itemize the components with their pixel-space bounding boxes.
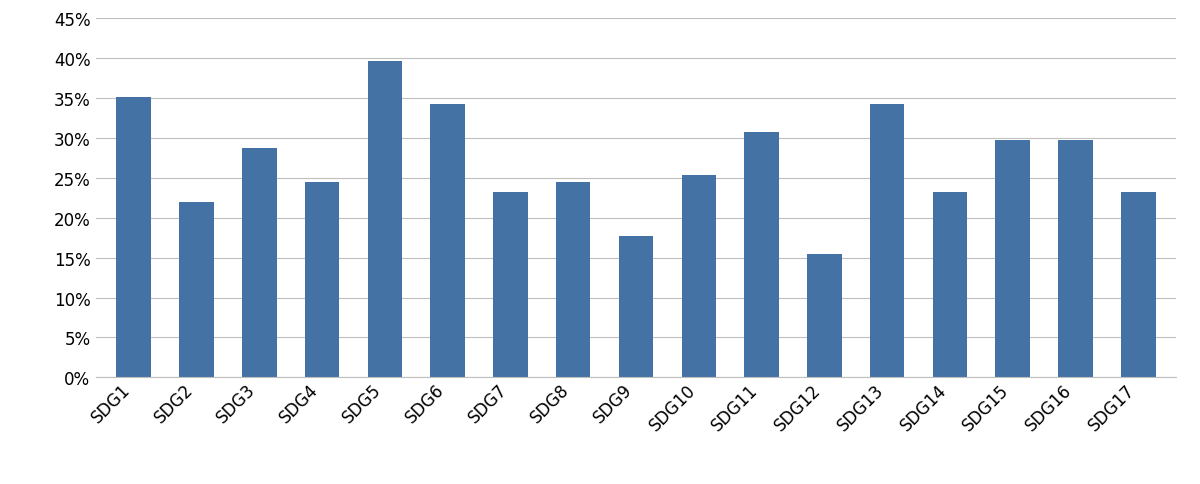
Bar [808, 254, 841, 378]
Bar [1058, 140, 1093, 378]
Bar [179, 202, 214, 378]
Bar [556, 182, 590, 378]
Bar [242, 149, 276, 378]
Bar [116, 97, 151, 378]
Bar [870, 105, 905, 378]
Bar [619, 237, 653, 378]
Bar [431, 105, 464, 378]
Bar [682, 175, 716, 378]
Bar [932, 193, 967, 378]
Bar [367, 61, 402, 378]
Bar [493, 193, 528, 378]
Bar [305, 182, 340, 378]
Bar [744, 133, 779, 378]
Bar [1121, 193, 1156, 378]
Bar [996, 140, 1030, 378]
